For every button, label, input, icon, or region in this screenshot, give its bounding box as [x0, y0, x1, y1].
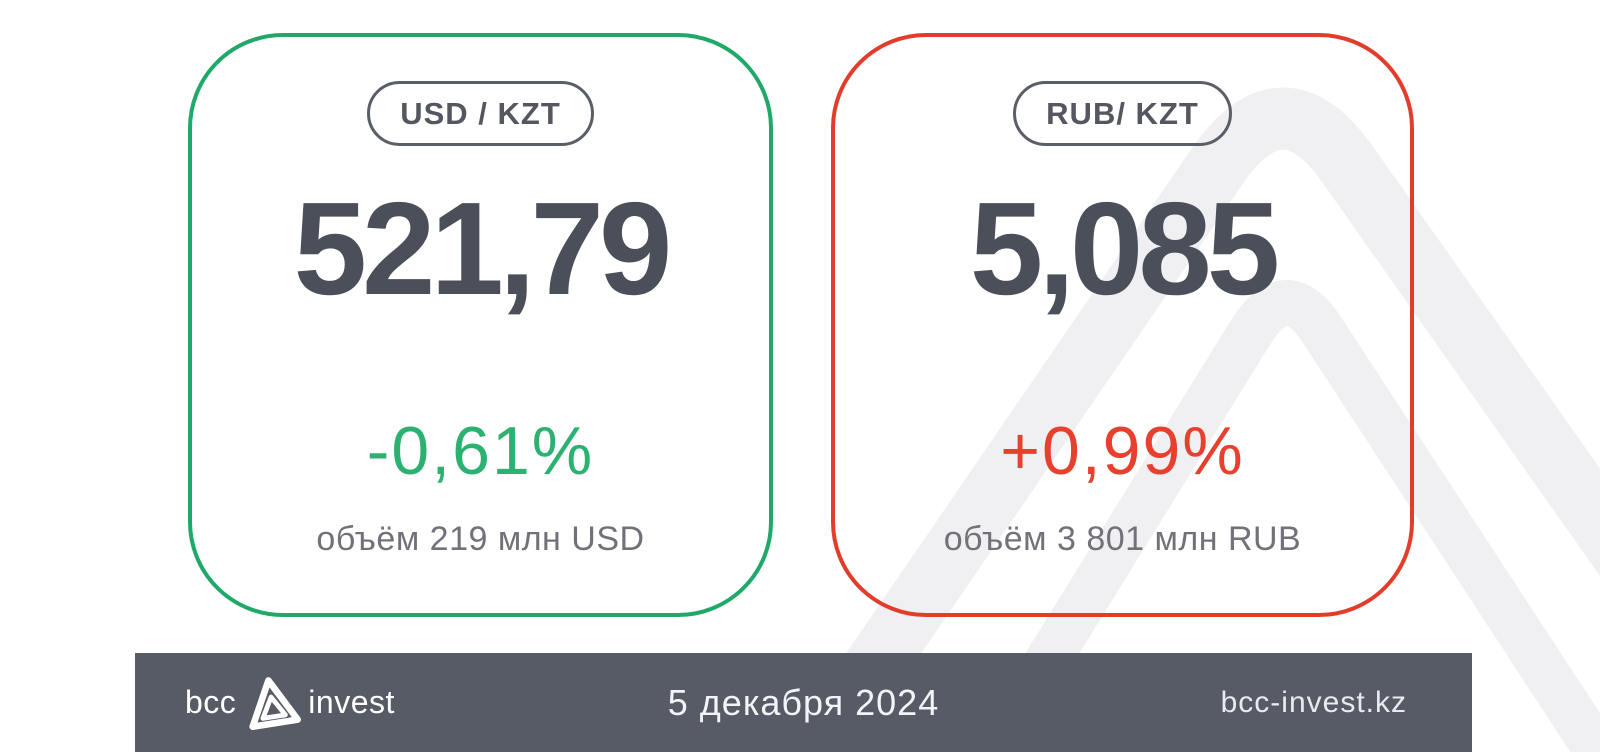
change-percent: -0,61%	[366, 413, 595, 490]
website-label: bcc-invest.kz	[1220, 685, 1407, 719]
usd-kzt-card: USD / KZT 521,79 -0,61% объём 219 млн US…	[188, 33, 773, 617]
exchange-rate-value: 5,085	[969, 175, 1280, 323]
logo-text-bcc: bcc	[185, 684, 237, 720]
logo-text-invest: invest	[308, 684, 395, 720]
change-percent: +0,99%	[1000, 413, 1245, 490]
currency-pair-badge: USD / KZT	[367, 81, 594, 147]
bcc-triangle-logo-icon	[249, 676, 302, 730]
bcc-invest-logo: bcc invest	[185, 673, 395, 733]
exchange-rate-value: 521,79	[293, 175, 673, 323]
date-label: 5 декабря 2024	[667, 681, 940, 723]
volume-label: объём 219 млн USD	[316, 519, 645, 558]
rub-kzt-card: RUB/ KZT 5,085 +0,99% объём 3 801 млн RU…	[831, 33, 1414, 617]
currency-pair-badge: RUB/ KZT	[1013, 81, 1232, 147]
volume-label: объём 3 801 млн RUB	[943, 519, 1302, 558]
footer-bar: bcc invest 5 декабря 2024 bcc-invest.kz	[135, 653, 1472, 752]
